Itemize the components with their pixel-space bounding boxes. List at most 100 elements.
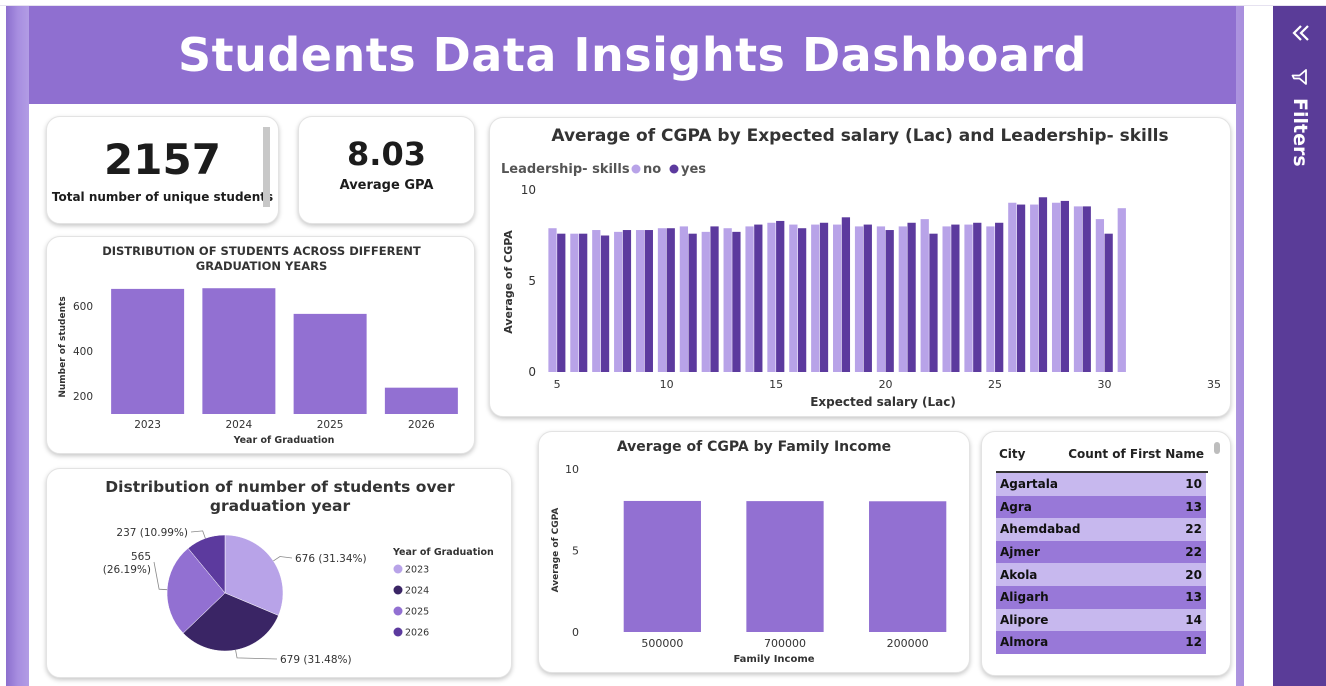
kpi-gpa-value: 8.03 — [347, 135, 426, 173]
bar-no — [854, 226, 864, 372]
x-tick-label: 20 — [879, 378, 893, 391]
kpi-scrollbar[interactable] — [263, 127, 270, 207]
pie-slice — [187, 534, 226, 594]
x-tick-label: 10 — [660, 378, 674, 391]
cell-count: 14 — [1160, 608, 1206, 632]
legend-label: 2024 — [405, 586, 429, 597]
y-tick-label: 200 — [73, 391, 93, 403]
bar-no — [548, 228, 557, 372]
bar-yes — [688, 233, 697, 372]
bar-no — [1008, 202, 1017, 372]
legend-marker — [393, 627, 403, 637]
bar-yes — [666, 228, 675, 372]
y-tick-label: 600 — [73, 301, 93, 313]
bar-yes — [819, 222, 829, 372]
y-tick-label: 10 — [565, 463, 579, 476]
data-label: 237 (10.99%) — [116, 527, 188, 539]
leader-line — [153, 561, 168, 591]
cell-count: 12 — [1160, 631, 1206, 654]
cell-city: Aligarh — [996, 585, 1161, 609]
bar-no — [898, 226, 907, 372]
legend-label: 2026 — [405, 628, 429, 639]
legend-marker — [393, 564, 403, 574]
filters-pane[interactable]: Filters — [1273, 6, 1326, 686]
cell-count: 22 — [1160, 540, 1206, 564]
legend-marker-no — [631, 164, 641, 174]
double-chevron-left-icon[interactable] — [1287, 20, 1313, 46]
bar-no — [614, 231, 623, 372]
kpi-card-students[interactable]: 2157 Total number of unique students — [46, 116, 279, 224]
bar-no — [920, 219, 929, 372]
pie-slice — [166, 547, 226, 634]
kpi-card-gpa[interactable]: 8.03 Average GPA — [298, 116, 475, 224]
cell-city: Ajmer — [996, 540, 1161, 564]
bar-no — [570, 233, 579, 372]
graduation-pie-chart: 676 (31.34%) 679 (31.48%) 565(26.19%) 237 (… — [103, 527, 494, 666]
city-table-card[interactable]: City Count of First Name Agartala 10 Agra 1… — [981, 431, 1231, 676]
dashboard-title: Students Data Insights Dashboard — [177, 28, 1087, 82]
cell-count: 22 — [1160, 518, 1206, 541]
bar-no — [592, 230, 601, 372]
table-row[interactable]: Agra 13 — [996, 495, 1206, 519]
graduation-pie-card[interactable]: Distribution of number of students over … — [46, 468, 512, 678]
x-tick-label: 2023 — [134, 419, 161, 431]
bar-yes — [600, 235, 610, 372]
x-tick-label: 2026 — [408, 419, 435, 431]
x-axis-label: Family Income — [733, 654, 814, 665]
bar-yes — [951, 224, 960, 372]
table-row[interactable]: Almora 12 — [996, 631, 1206, 654]
table-row[interactable]: Ahemdabad 22 — [996, 518, 1206, 541]
bar-yes — [710, 226, 719, 372]
table-row[interactable]: Ajmer 22 — [996, 540, 1206, 564]
y-axis-label: Average of CGPA — [551, 508, 561, 593]
bar-no — [701, 231, 710, 372]
bar-no — [745, 226, 754, 372]
bar-no — [964, 224, 973, 372]
family-income-card[interactable]: Average of CGPA by Family Income 500000 7… — [538, 431, 970, 673]
bar-no — [723, 228, 732, 372]
x-tick-label: 35 — [1207, 378, 1221, 391]
table-row[interactable]: Akola 20 — [996, 563, 1206, 586]
bar-no — [1051, 202, 1061, 372]
bar-yes — [995, 222, 1004, 372]
chart-title: Average of CGPA by Family Income — [616, 439, 892, 455]
table-row[interactable]: Agartala 10 — [996, 473, 1206, 496]
filters-label[interactable]: Filters — [1289, 98, 1311, 167]
bar-yes — [797, 228, 807, 372]
bar-no — [679, 226, 689, 372]
kpi-gpa-label: Average GPA — [339, 178, 434, 193]
y-tick-label: 10 — [521, 183, 536, 197]
cell-city: Agra — [996, 495, 1161, 519]
bar — [869, 501, 947, 632]
y-tick-label: 5 — [528, 274, 536, 288]
cell-count: 10 — [1160, 473, 1206, 496]
bar-yes — [644, 230, 653, 372]
y-axis-label: Number of students — [58, 296, 68, 397]
column-header-count[interactable]: Count of First Name — [1068, 447, 1204, 461]
bar — [202, 288, 276, 414]
salary-leadership-card[interactable]: Average of CGPA by Expected salary (Lac)… — [489, 117, 1231, 417]
leader-line — [235, 649, 278, 660]
leader-line — [273, 556, 293, 562]
chart-title: Distribution of number of students over … — [105, 478, 455, 515]
cell-city: Akola — [996, 563, 1161, 586]
legend-label: 2023 — [405, 565, 429, 576]
legend-title: Leadership- skills — [501, 162, 630, 177]
bar-yes — [1038, 197, 1048, 372]
pie-slice — [182, 592, 279, 652]
table-scrollbar[interactable] — [1214, 442, 1220, 454]
column-header-city[interactable]: City — [999, 447, 1026, 461]
kpi-students-value: 2157 — [104, 135, 221, 184]
bar-yes — [885, 230, 894, 372]
table-row[interactable]: Alipore 14 — [996, 608, 1206, 632]
family-income-bar-chart: 500000 700000 200000 0 5 10 Family Income Avera… — [551, 463, 947, 665]
bar-no — [986, 226, 995, 372]
x-tick-label: 2025 — [317, 419, 344, 431]
legend-label: 2025 — [405, 607, 429, 618]
table-row[interactable]: Aligarh 13 — [996, 585, 1206, 609]
bar-yes — [907, 222, 916, 372]
x-tick-label: 500000 — [641, 637, 683, 650]
graduation-year-bar-card[interactable]: DISTRIBUTION OF STUDENTS ACROSS DIFFEREN… — [46, 236, 475, 454]
table-header: City Count of First Name — [996, 445, 1208, 473]
top-toolbar-edge — [0, 0, 1326, 6]
